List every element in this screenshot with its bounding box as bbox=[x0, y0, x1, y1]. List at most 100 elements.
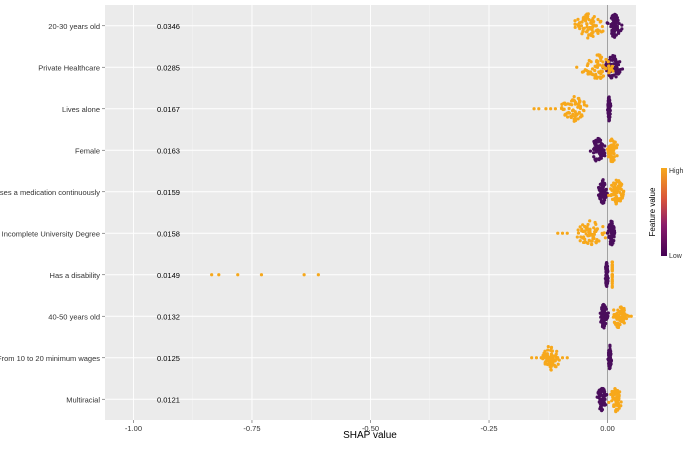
data-point bbox=[610, 64, 615, 68]
data-point bbox=[573, 100, 578, 104]
data-point bbox=[607, 103, 612, 107]
data-point bbox=[592, 226, 596, 230]
data-point bbox=[549, 352, 554, 356]
data-point bbox=[609, 349, 613, 353]
data-point bbox=[580, 70, 585, 74]
data-point bbox=[607, 73, 611, 77]
data-point bbox=[567, 110, 571, 115]
data-point bbox=[606, 114, 610, 119]
data-point bbox=[585, 25, 589, 29]
data-point bbox=[570, 109, 575, 113]
data-point bbox=[590, 73, 595, 77]
data-point bbox=[581, 26, 585, 31]
data-point bbox=[573, 22, 577, 26]
data-point bbox=[607, 118, 611, 122]
data-point bbox=[572, 119, 576, 123]
data-point bbox=[601, 225, 605, 229]
data-point bbox=[614, 178, 618, 182]
data-point bbox=[600, 309, 604, 314]
data-point bbox=[596, 17, 600, 22]
data-point bbox=[567, 106, 571, 111]
data-point bbox=[605, 231, 610, 235]
data-point bbox=[549, 107, 553, 111]
data-point bbox=[550, 359, 554, 363]
data-point bbox=[610, 280, 614, 284]
data-point bbox=[603, 403, 607, 407]
data-point bbox=[605, 147, 610, 151]
x-tick-label: -1.00 bbox=[125, 424, 142, 433]
data-point bbox=[591, 151, 596, 155]
data-point bbox=[599, 58, 603, 63]
mean-shap-value: 0.0346 bbox=[157, 22, 180, 31]
data-point bbox=[532, 107, 536, 111]
data-point bbox=[581, 29, 585, 33]
data-point bbox=[566, 115, 570, 119]
data-point bbox=[601, 314, 605, 318]
data-point bbox=[614, 20, 618, 24]
data-point bbox=[601, 150, 605, 154]
data-point bbox=[593, 76, 597, 80]
data-point bbox=[591, 25, 595, 29]
data-point bbox=[615, 154, 619, 158]
feature-label: From 10 to 20 minimum wages bbox=[0, 354, 100, 363]
data-point bbox=[596, 140, 600, 144]
data-point bbox=[544, 107, 548, 111]
data-point bbox=[611, 231, 615, 235]
data-point bbox=[603, 182, 607, 187]
data-point bbox=[578, 106, 583, 110]
data-point bbox=[577, 24, 581, 28]
data-point bbox=[618, 305, 622, 309]
data-point bbox=[577, 96, 581, 101]
data-point bbox=[603, 144, 607, 148]
data-point bbox=[537, 107, 541, 111]
data-point bbox=[599, 404, 603, 409]
data-point bbox=[619, 316, 623, 320]
data-point bbox=[581, 236, 585, 240]
data-point bbox=[573, 19, 577, 23]
data-point bbox=[597, 144, 602, 148]
data-point bbox=[608, 55, 612, 59]
data-point bbox=[586, 222, 590, 227]
data-point bbox=[549, 367, 553, 372]
data-point bbox=[622, 321, 626, 325]
data-point bbox=[600, 389, 605, 393]
data-point bbox=[614, 202, 618, 206]
data-point bbox=[610, 238, 614, 242]
data-point bbox=[610, 284, 614, 288]
data-point bbox=[610, 275, 614, 279]
data-point bbox=[592, 155, 596, 159]
data-point bbox=[606, 60, 610, 64]
data-point bbox=[600, 24, 604, 29]
data-point bbox=[534, 356, 539, 360]
data-point bbox=[552, 354, 556, 358]
data-point bbox=[555, 349, 559, 353]
mean-shap-value: 0.0167 bbox=[157, 105, 180, 114]
data-point bbox=[593, 68, 597, 73]
data-point bbox=[595, 53, 599, 57]
data-point bbox=[573, 110, 577, 114]
data-point bbox=[614, 321, 618, 326]
data-point bbox=[565, 356, 569, 360]
data-point bbox=[579, 24, 584, 28]
data-point bbox=[617, 314, 621, 318]
data-point bbox=[610, 192, 614, 196]
data-point bbox=[615, 325, 620, 329]
data-point bbox=[607, 367, 612, 371]
data-point bbox=[611, 57, 615, 61]
data-point bbox=[615, 189, 619, 193]
x-tick-label: -0.25 bbox=[480, 424, 497, 433]
data-point bbox=[611, 315, 615, 319]
legend-high-label: High bbox=[669, 168, 684, 175]
data-point bbox=[530, 356, 534, 360]
data-point bbox=[210, 273, 214, 277]
data-point bbox=[610, 228, 614, 233]
data-point bbox=[560, 356, 565, 360]
data-point bbox=[608, 361, 612, 365]
data-point bbox=[619, 404, 623, 408]
data-point bbox=[591, 34, 595, 39]
data-point bbox=[627, 314, 631, 318]
data-point bbox=[578, 99, 582, 103]
data-point bbox=[601, 394, 605, 398]
data-point bbox=[556, 231, 560, 235]
data-point bbox=[609, 235, 613, 239]
